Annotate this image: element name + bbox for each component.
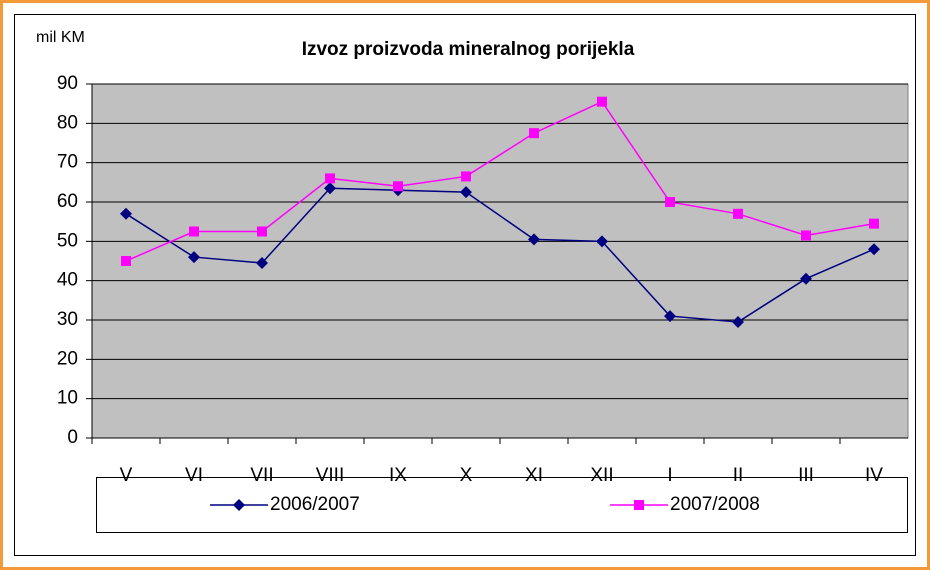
y-axis-label: mil KM: [36, 29, 85, 46]
chart-title: Izvoz proizvoda mineralnog porijekla: [302, 39, 635, 60]
y-tick-label: 20: [57, 348, 78, 369]
x-tick-label: VI: [185, 465, 203, 486]
point: [121, 256, 131, 266]
y-tick-label: 40: [57, 270, 78, 291]
y-tick-label: 10: [57, 388, 78, 409]
point: [257, 226, 267, 237]
x-tick-label: IV: [865, 465, 883, 486]
point: [869, 218, 879, 229]
point: [800, 272, 812, 285]
point: [528, 233, 540, 246]
point: [801, 230, 811, 241]
point: [461, 171, 471, 182]
point: [188, 251, 200, 264]
legend-marker: [634, 500, 644, 510]
point: [597, 96, 607, 107]
point: [665, 197, 675, 207]
x-tick-label: I: [667, 465, 672, 486]
point: [256, 256, 268, 269]
point: [325, 173, 335, 184]
point: [529, 128, 539, 139]
x-tick-label: VII: [250, 465, 273, 486]
y-tick-label: 60: [57, 191, 78, 212]
x-tick-label: V: [120, 465, 133, 486]
legend-label: 2006/2007: [270, 494, 360, 515]
point: [460, 186, 472, 199]
point: [596, 235, 608, 248]
series-line: [125, 100, 875, 262]
point: [664, 310, 676, 323]
chart-border: [14, 14, 916, 556]
x-tick-label: XI: [525, 465, 543, 486]
plot-area: [91, 83, 909, 439]
y-tick-label: 70: [57, 152, 78, 173]
x-tick-label: IX: [389, 465, 407, 486]
series-line: [125, 187, 875, 323]
point: [732, 315, 744, 328]
x-tick-label: XII: [590, 465, 613, 486]
point: [324, 182, 336, 195]
legend-label: 2007/2008: [670, 494, 760, 515]
y-tick-label: 0: [67, 427, 78, 448]
point: [393, 181, 403, 192]
legend-marker: [233, 499, 245, 511]
x-tick-label: III: [798, 465, 814, 486]
y-tick-label: 80: [57, 112, 78, 133]
point: [868, 243, 880, 256]
point: [189, 226, 199, 237]
x-tick-label: II: [733, 465, 744, 486]
point: [733, 208, 743, 219]
y-tick-label: 50: [57, 230, 78, 251]
x-tick-label: X: [460, 465, 473, 486]
y-tick-label: 90: [57, 73, 78, 94]
y-tick-label: 30: [57, 309, 78, 330]
point: [120, 207, 132, 220]
x-tick-label: VIII: [316, 465, 345, 486]
